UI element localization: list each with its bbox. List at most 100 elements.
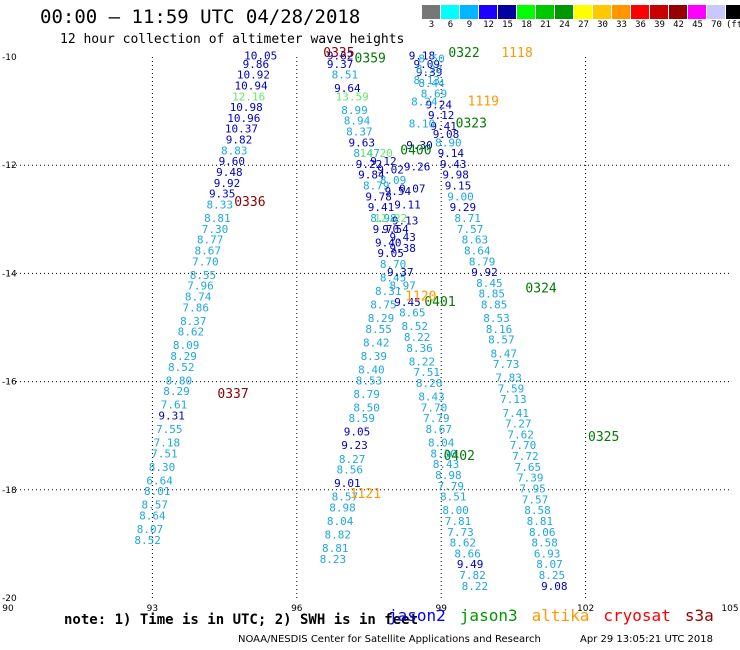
legend-tick-label: 15	[502, 20, 513, 30]
pass-time-label: 0322	[448, 46, 479, 61]
wave-height-value: 9.13	[392, 215, 419, 228]
wave-height-value: 8.00	[442, 504, 469, 517]
wave-height-value: 7.57	[457, 223, 484, 236]
legend-tick-label: 24	[559, 20, 570, 30]
wave-height-value: 8.97	[389, 280, 416, 293]
legend-tick-label: 18	[521, 20, 532, 30]
legend-swatches	[422, 5, 740, 19]
wave-height-value: 9.39	[416, 66, 443, 79]
wave-height-value: 9.30	[406, 139, 433, 152]
wave-height-value: 9.98	[442, 169, 469, 182]
wave-height-value: 7.55	[156, 423, 183, 436]
wave-height-value: 9.41	[430, 120, 457, 133]
wave-height-value: 9.12	[370, 155, 397, 168]
wave-height-value: 8.79	[363, 180, 390, 193]
legend-swatch	[688, 5, 707, 19]
wave-height-value: 8.81	[527, 515, 554, 528]
wave-height-value: 9.05	[377, 247, 404, 260]
wave-height-value: 8.55	[365, 323, 392, 336]
wave-height-value: 8.64	[464, 244, 491, 257]
wave-height-value: 9.35	[209, 188, 236, 201]
satellite-altika: altika	[531, 606, 590, 625]
wave-height-value: 8.40	[358, 363, 385, 376]
map-grid	[8, 57, 730, 598]
map-axis-labels: 90 93 96 99 102 105 -10 -12 -14 -16 -18 -20	[2, 53, 739, 614]
wave-height-value: 9.78	[365, 190, 392, 203]
wave-height-value: 8.44	[418, 77, 445, 90]
wave-height-value: 9.09	[414, 58, 441, 71]
ground-track: 8.508.228.138.248.109.309.269.079.119.13…	[387, 52, 488, 592]
pass-time-label: 1120	[405, 289, 436, 304]
satellite-jason2: jason2	[388, 606, 446, 625]
wave-height-value: 7.30	[202, 223, 229, 236]
wave-height-value: 8.31	[375, 285, 402, 298]
wave-height-value: 8.50	[418, 52, 445, 65]
wave-height-value: 7.81	[445, 515, 472, 528]
wave-height-value: 8.50	[353, 401, 380, 414]
wave-height-value: 8.57	[488, 334, 515, 347]
legend-tick-label: 6	[447, 20, 454, 30]
satellite-s3a: s3a	[684, 606, 714, 625]
wave-height-value: 13.59	[336, 90, 369, 103]
legend-swatch	[593, 5, 612, 19]
wave-height-value: 7.95	[519, 483, 546, 496]
legend-swatch	[726, 5, 740, 19]
wave-height-value: 9.02	[377, 163, 404, 176]
wave-height-value: 9.08	[433, 128, 460, 141]
lat-tick-label: -14	[2, 269, 17, 279]
wave-height-value: 8.30	[149, 461, 176, 474]
wave-height-value: 8.79	[469, 255, 496, 268]
wave-height-value: 10.92	[237, 69, 270, 82]
wave-height-value: 8.98	[370, 212, 397, 225]
wave-height-value: 8.67	[426, 423, 453, 436]
wave-height-value: 8.47	[353, 147, 380, 160]
wave-height-value: 8.23	[320, 553, 347, 566]
wave-height-value: 7.86	[182, 301, 209, 314]
wave-height-value: 8.98	[435, 469, 462, 482]
wave-height-value: 7.73	[447, 526, 474, 539]
wave-height-value: 9.63	[349, 136, 376, 149]
wave-height-value: 8.43	[418, 391, 445, 404]
legend-swatch	[422, 5, 441, 19]
wave-height-value: 9.92	[214, 177, 241, 190]
pass-time-label: 0324	[525, 281, 556, 296]
note-text: note: 1) Time is in UTC; 2) SWH is in fe…	[64, 612, 419, 628]
legend-swatch	[612, 5, 631, 19]
wave-height-value: 8.53	[356, 374, 383, 387]
wave-height-value: 9.62	[327, 50, 354, 63]
wave-height-value: 9.05	[344, 426, 371, 439]
wave-height-value: 7.57	[522, 493, 549, 506]
wave-height-value: 8.57	[142, 499, 169, 512]
legend-tick-label: 9	[466, 20, 473, 30]
wave-height-value: 8.51	[440, 491, 467, 504]
pass-time-label: 0401	[424, 295, 455, 310]
wave-height-value: 8.10	[409, 117, 436, 130]
lon-tick-label: 105	[721, 604, 738, 614]
wave-height-value: 8.62	[450, 537, 477, 550]
wave-height-value: 7.82	[459, 569, 486, 582]
wave-height-value: 8.43	[433, 458, 460, 471]
wave-height-value: 7.73	[493, 358, 520, 371]
wave-height-value: 10.94	[235, 79, 268, 92]
wave-height-value: 10.05	[244, 50, 277, 63]
legend-tick-label: 33	[616, 20, 627, 30]
wave-height-value: 8.22	[404, 331, 431, 344]
pass-time-label: 0359	[355, 51, 386, 66]
pass-time-label: 1118	[501, 46, 532, 61]
wave-height-value: 9.07	[399, 182, 426, 195]
satellite-tracks: 10.059.8610.9210.9412.1610.9810.9610.379…	[134, 50, 567, 593]
legend-swatch	[460, 5, 479, 19]
wave-height-value: 8.27	[339, 453, 366, 466]
wave-height-value: 9.38	[389, 242, 416, 255]
wave-height-value: 9.14	[438, 147, 465, 160]
wave-height-value: 7.70	[510, 439, 537, 452]
pass-time-label: 0337	[217, 387, 248, 402]
wave-height-value: 9.00	[447, 190, 474, 203]
legend-tick-label: 3	[428, 20, 435, 30]
wave-height-value: 8.36	[406, 342, 433, 355]
wave-height-value: 8.47	[491, 347, 518, 360]
pass-time-label: 0400	[400, 143, 431, 158]
wave-height-value: 8.94	[344, 115, 371, 128]
wave-height-value: 9.82	[226, 134, 253, 147]
